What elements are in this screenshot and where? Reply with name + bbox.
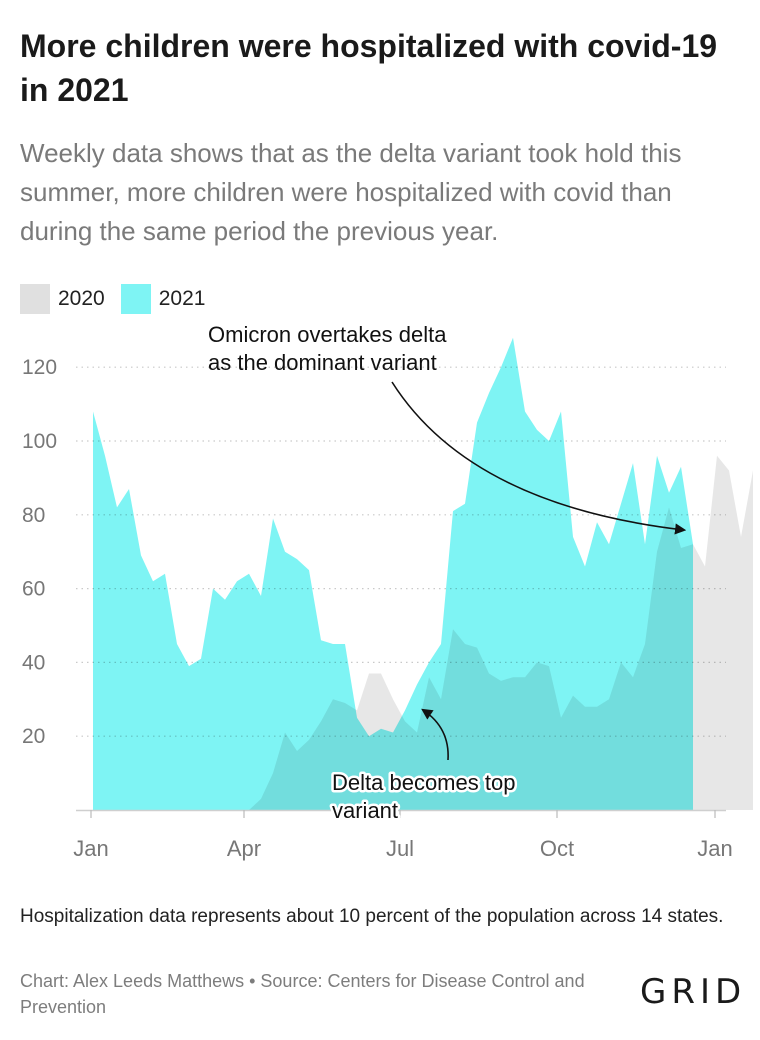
source-credit: Chart: Alex Leeds Matthews • Source: Cen…: [20, 971, 585, 1017]
legend-item-2020: 2020: [20, 284, 105, 314]
annotation-omicron-line-0: Omicron overtakes delta: [208, 322, 447, 347]
chart-title: More children were hospitalized with cov…: [20, 28, 718, 108]
x-tick-label-0: Jan: [73, 836, 108, 861]
x-tick-label-1: Apr: [227, 836, 261, 861]
annotation-delta-arrow: [421, 708, 449, 761]
y-tick-label-20: 20: [22, 725, 45, 748]
y-tick-label-60: 60: [22, 578, 45, 601]
grid-logo: GRID: [640, 972, 747, 1012]
area-series-2020: [93, 455, 753, 810]
y-tick-label-100: 100: [22, 430, 57, 453]
area-chart: 20 40 60 80 100 120 Jan Apr Jul Oct Jan Omicron ove…: [22, 322, 753, 861]
x-tick-label-3: Oct: [540, 836, 574, 861]
annotation-omicron-line-1: as the dominant variant: [208, 350, 437, 375]
legend-swatch-2021: [120, 284, 151, 314]
y-tick-label-80: 80: [22, 504, 45, 527]
annotation-delta-line-1: variant: [332, 798, 398, 823]
y-tick-label-120: 120: [22, 356, 57, 379]
annotation-omicron-arrow: [391, 381, 687, 535]
x-tick-label-2: Jul: [386, 836, 414, 861]
footnote: Hospitalization data represents about 10…: [20, 906, 724, 927]
legend: 2020 2021: [20, 284, 221, 314]
x-tick-label-4: Jan: [697, 836, 732, 861]
legend-label-2020: 2020: [58, 287, 105, 310]
annotation-delta-line-0: Delta becomes top: [332, 770, 515, 795]
chart-subtitle: Weekly data shows that as the delta vari…: [20, 138, 682, 246]
legend-item-2021: 2021: [120, 284, 206, 314]
legend-swatch-2020: [20, 284, 50, 314]
legend-label-2021: 2021: [158, 287, 206, 310]
y-tick-label-40: 40: [22, 651, 45, 674]
